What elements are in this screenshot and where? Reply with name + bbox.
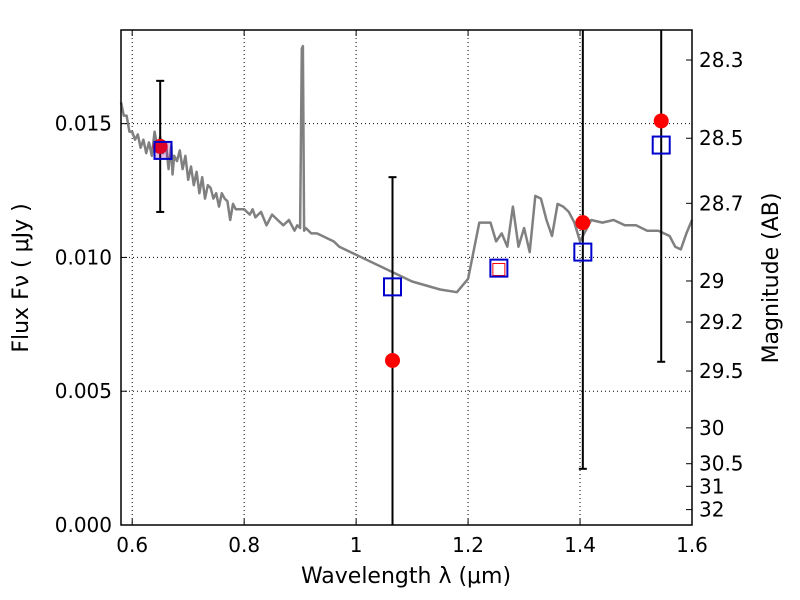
x-tick-label: 0.8 (228, 533, 260, 557)
model-spectrum-line (119, 44, 694, 294)
y2-tick-label: 30.5 (699, 452, 744, 476)
y2-tick-label: 28.5 (699, 126, 744, 150)
model-photometry-point (383, 277, 403, 297)
y2-axis-label: Magnitude (AB) (759, 193, 784, 364)
observed-point (575, 215, 591, 231)
model-photometry-point (651, 135, 671, 155)
y2-tick-label: 31 (699, 474, 724, 498)
observed-point (492, 262, 506, 276)
x-axis-label: Wavelength λ (μm) (301, 564, 511, 589)
y2-tick-label: 29.5 (699, 359, 744, 383)
error-bars-layer (156, 30, 666, 525)
y-tick-label: 0.015 (55, 112, 112, 136)
y-axis-label: Flux Fν ( μJy ) (9, 203, 34, 352)
x-tick-label: 1.2 (452, 533, 484, 557)
plot-frame (120, 29, 693, 526)
y-tick-label: 0.000 (55, 513, 112, 537)
x-axis-ticks: 0.6 0.8 1 1.2 1.4 1.6 (116, 30, 708, 557)
y-tick-label: 0.010 (55, 245, 112, 269)
y2-tick-label: 29.2 (699, 310, 744, 334)
y-tick-label: 0.005 (55, 379, 112, 403)
model-photometry-layer (153, 135, 671, 297)
y2-tick-label: 32 (699, 498, 724, 522)
model-photometry-point (489, 258, 509, 278)
observed-point (653, 113, 669, 129)
model-spectrum-layer (119, 44, 694, 294)
observed-point (385, 352, 401, 368)
x-tick-label: 0.6 (116, 533, 148, 557)
x-tick-label: 1 (350, 533, 363, 557)
x-tick-label: 1.4 (564, 533, 596, 557)
y2-tick-label: 29 (699, 269, 724, 293)
y2-tick-label: 30 (699, 416, 724, 440)
model-photometry-point (153, 140, 173, 160)
observed-points-layer (152, 113, 669, 368)
x-tick-label: 1.6 (676, 533, 708, 557)
y-axis-ticks: 0.000 0.005 0.010 0.015 (55, 112, 127, 537)
model-photometry-point (573, 242, 593, 262)
y2-tick-label: 28.3 (699, 48, 744, 72)
y2-tick-label: 28.7 (699, 191, 744, 215)
